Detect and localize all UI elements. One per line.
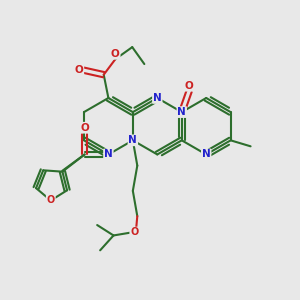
Text: O: O — [80, 123, 89, 133]
Text: O: O — [130, 227, 139, 238]
Text: N: N — [104, 149, 113, 160]
Text: O: O — [75, 65, 83, 75]
Text: O: O — [111, 49, 120, 59]
Text: O: O — [47, 196, 55, 206]
Text: N: N — [177, 107, 186, 117]
Text: O: O — [185, 81, 194, 91]
Text: N: N — [128, 135, 137, 145]
Text: N: N — [202, 149, 211, 160]
Text: N: N — [153, 93, 162, 103]
